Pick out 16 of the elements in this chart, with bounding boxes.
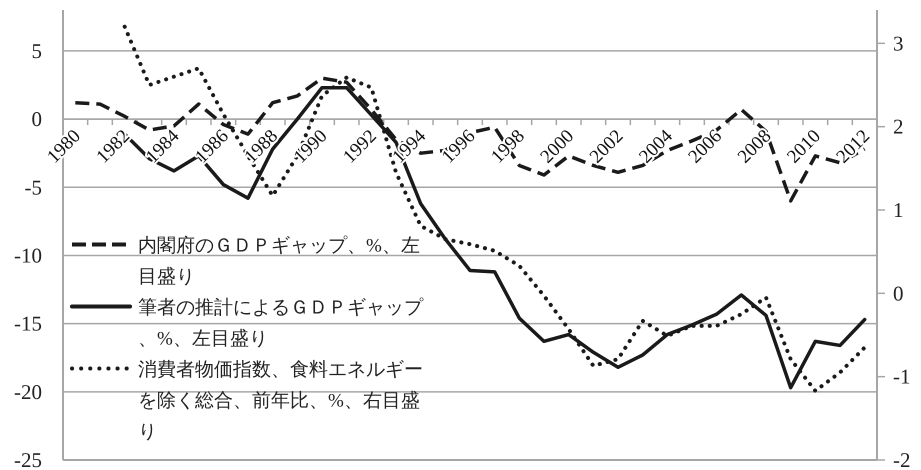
y2-tick-label: -1 [893, 364, 910, 389]
y-tick-label: -15 [14, 312, 42, 336]
y2-tick-label: -2 [893, 448, 910, 470]
legend-label: 内閣府のＧＤＰギャップ、%、左目盛り [138, 234, 420, 288]
y-tick-label: 0 [32, 107, 42, 132]
y-tick-label: -20 [14, 380, 42, 404]
y-tick-label: 5 [32, 38, 42, 63]
legend-label: 筆者の推計によるＧＤＰギャップ、%、左目盛り [138, 298, 424, 350]
y-tick-label: -10 [14, 243, 42, 268]
y-tick-label: -25 [14, 448, 42, 470]
y2-tick-label: 1 [893, 198, 904, 222]
y2-tick-label: 0 [893, 281, 904, 306]
legend-label: 消費者物価指数、食料エネルギーを除く総合、前年比、%、右目盛り [138, 360, 423, 442]
y2-tick-label: 3 [893, 31, 904, 56]
y-tick-label: -5 [24, 175, 42, 200]
y2-tick-label: 2 [893, 114, 904, 139]
